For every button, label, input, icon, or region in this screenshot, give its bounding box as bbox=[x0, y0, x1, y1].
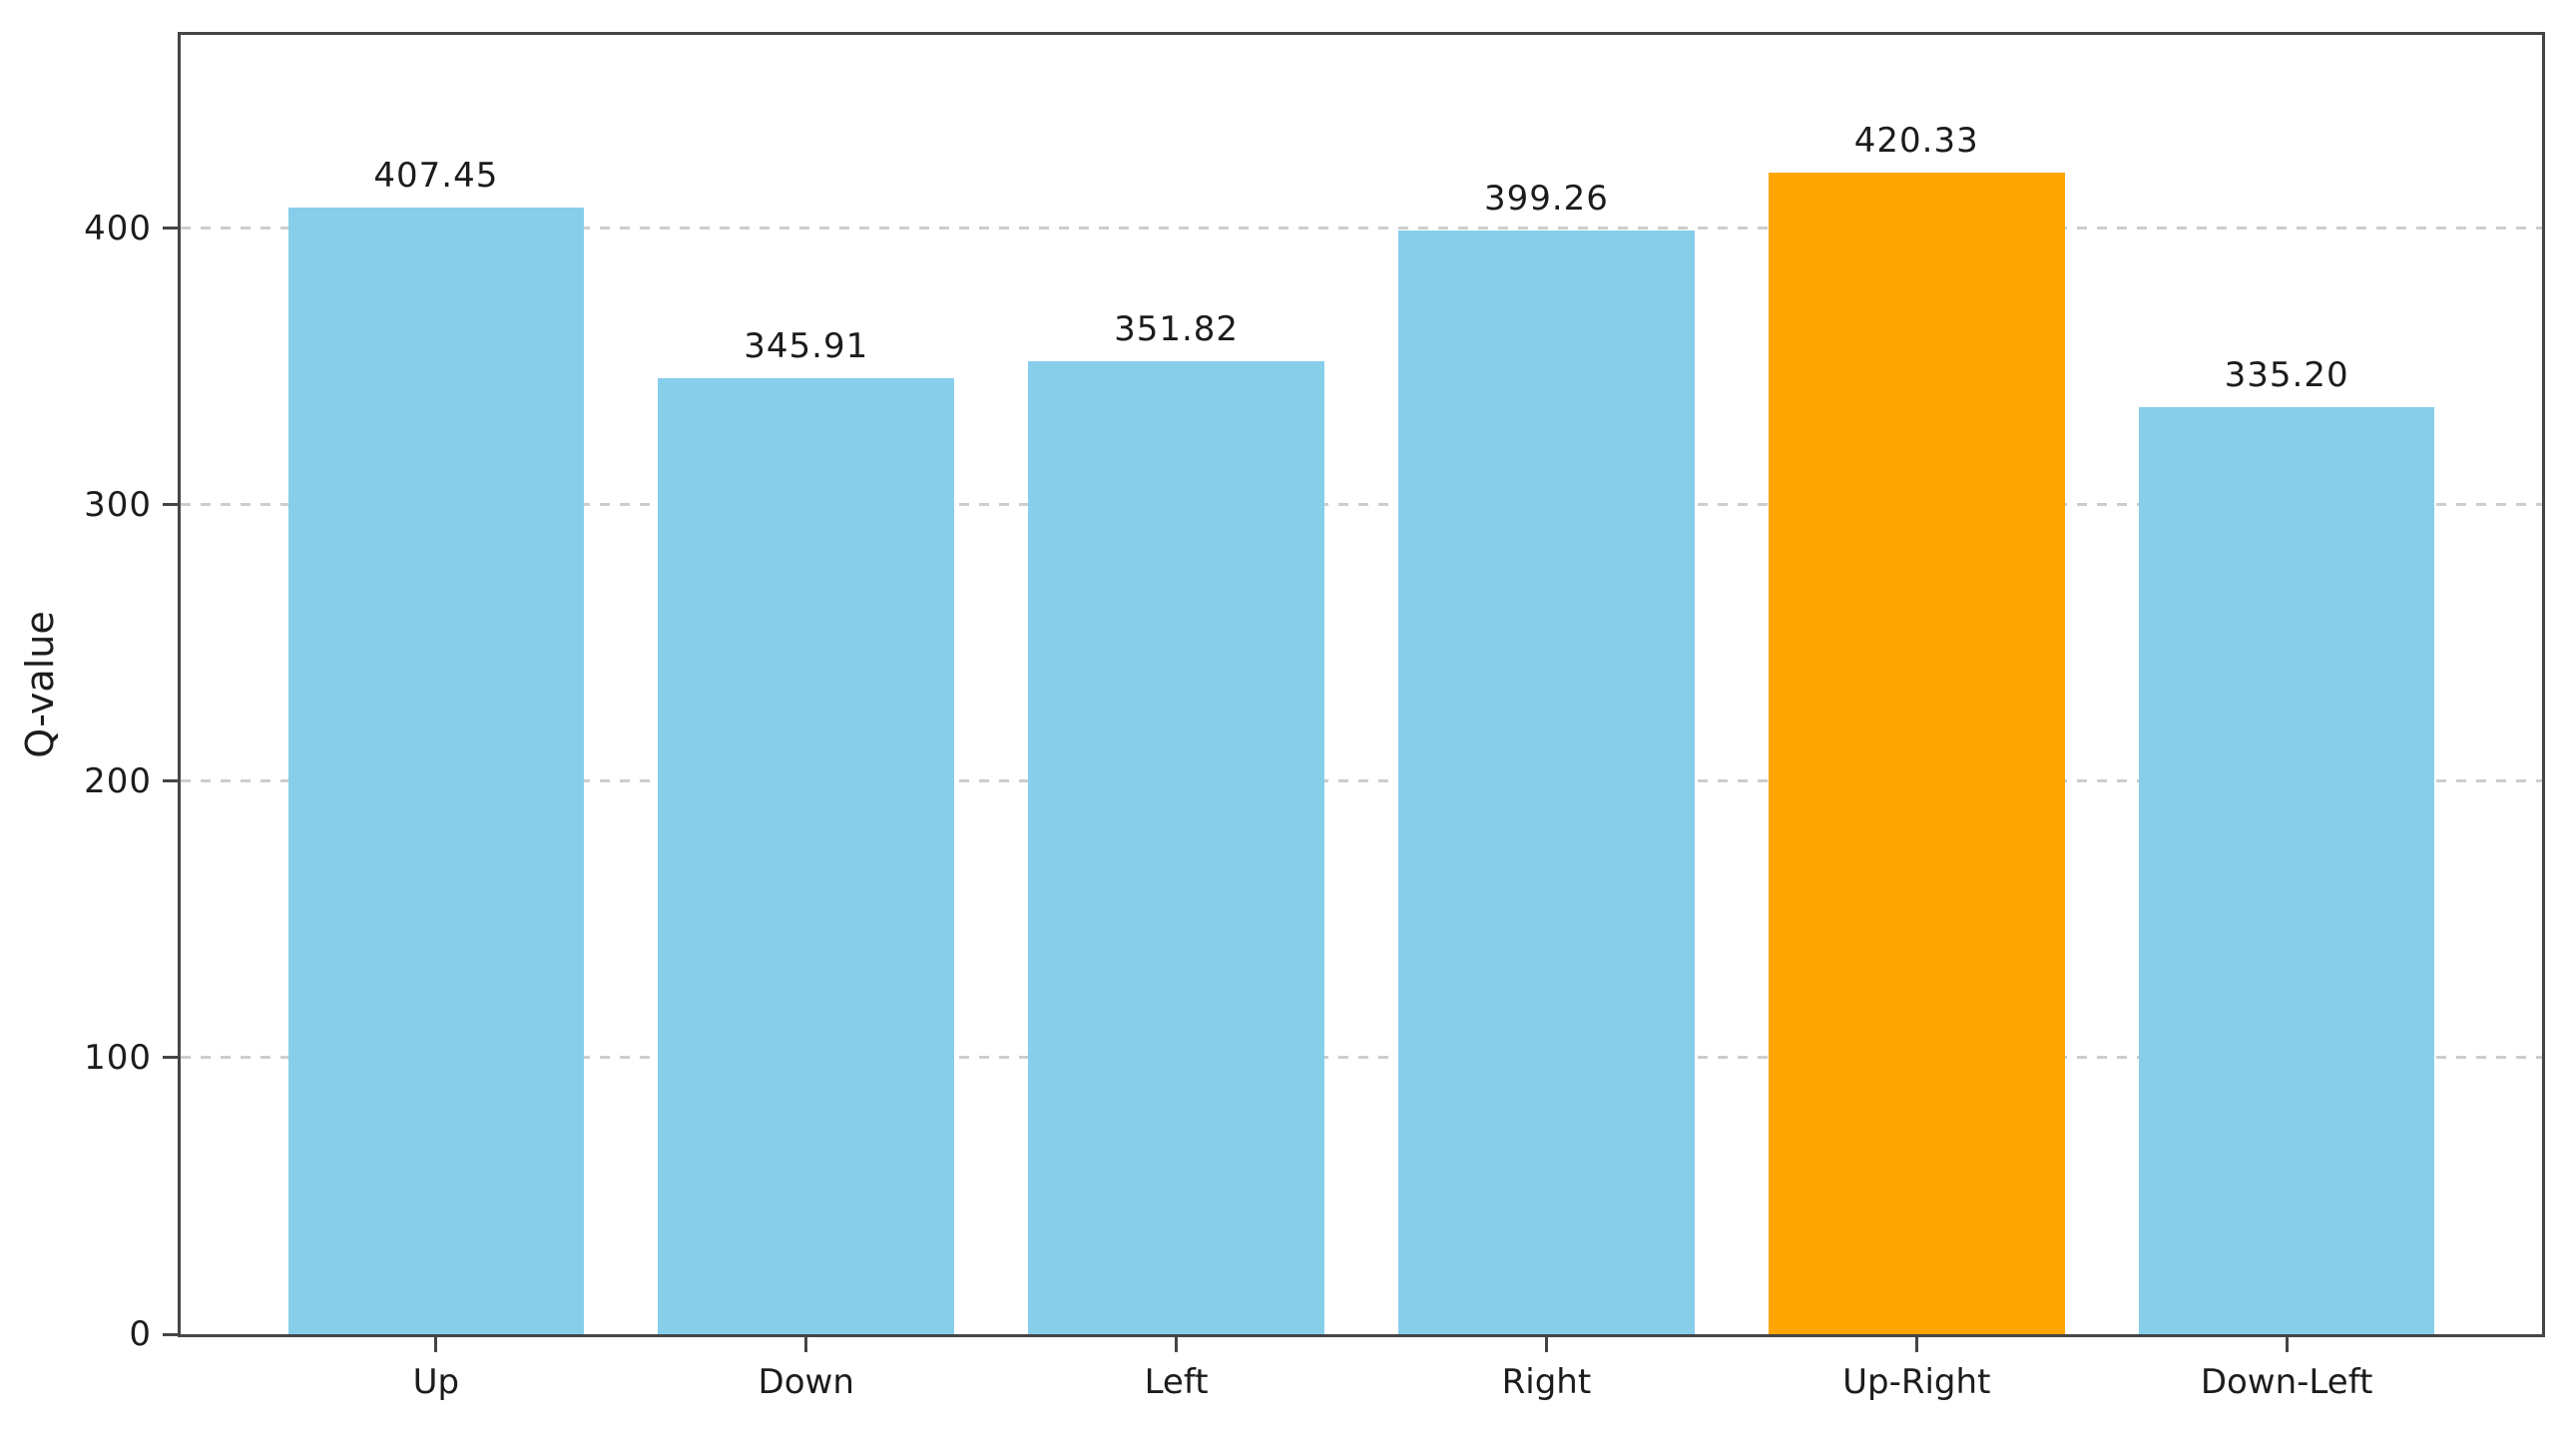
x-tick bbox=[1544, 1337, 1548, 1352]
gridline bbox=[181, 779, 2542, 783]
bar-value-label: 399.26 bbox=[1483, 178, 1609, 219]
gridline bbox=[181, 503, 2542, 507]
x-tick-label: Up-Right bbox=[1842, 1362, 1991, 1402]
y-axis-label: Q-value bbox=[18, 611, 62, 758]
x-tick-label: Down bbox=[758, 1362, 854, 1402]
bar-value-label: 351.82 bbox=[1114, 309, 1240, 350]
x-tick-label: Left bbox=[1144, 1362, 1209, 1402]
x-tick-label: Down-Left bbox=[2200, 1362, 2373, 1402]
y-tick-label: 300 bbox=[84, 484, 152, 525]
y-tick-label: 100 bbox=[84, 1037, 152, 1078]
y-tick bbox=[163, 1056, 178, 1060]
y-tick bbox=[163, 503, 178, 507]
x-tick bbox=[434, 1337, 438, 1352]
y-tick-label: 200 bbox=[84, 760, 152, 801]
gridline bbox=[181, 1056, 2542, 1060]
x-tick bbox=[2285, 1337, 2289, 1352]
x-tick bbox=[1914, 1337, 1918, 1352]
y-tick-label: 400 bbox=[84, 208, 152, 248]
bar-value-label: 345.91 bbox=[744, 325, 869, 366]
x-tick-label: Up bbox=[412, 1362, 460, 1402]
y-tick bbox=[163, 779, 178, 783]
y-tick bbox=[163, 1332, 178, 1336]
bar-value-label: 407.45 bbox=[373, 156, 499, 197]
bar-right bbox=[1398, 230, 1695, 1334]
x-tick bbox=[1175, 1337, 1179, 1352]
y-tick-label: 0 bbox=[129, 1314, 152, 1354]
bar-left bbox=[1028, 361, 1324, 1334]
plot-area bbox=[178, 32, 2545, 1337]
x-tick-label: Right bbox=[1501, 1362, 1592, 1402]
bar-down-left bbox=[2138, 407, 2435, 1334]
bar-up-right bbox=[1768, 172, 2065, 1334]
bar-value-label: 420.33 bbox=[1853, 120, 1979, 161]
gridline bbox=[181, 227, 2542, 231]
bar-up bbox=[287, 208, 585, 1334]
bar-down bbox=[658, 377, 955, 1334]
bar-value-label: 335.20 bbox=[2224, 355, 2349, 396]
y-tick bbox=[163, 227, 178, 231]
x-tick bbox=[804, 1337, 808, 1352]
